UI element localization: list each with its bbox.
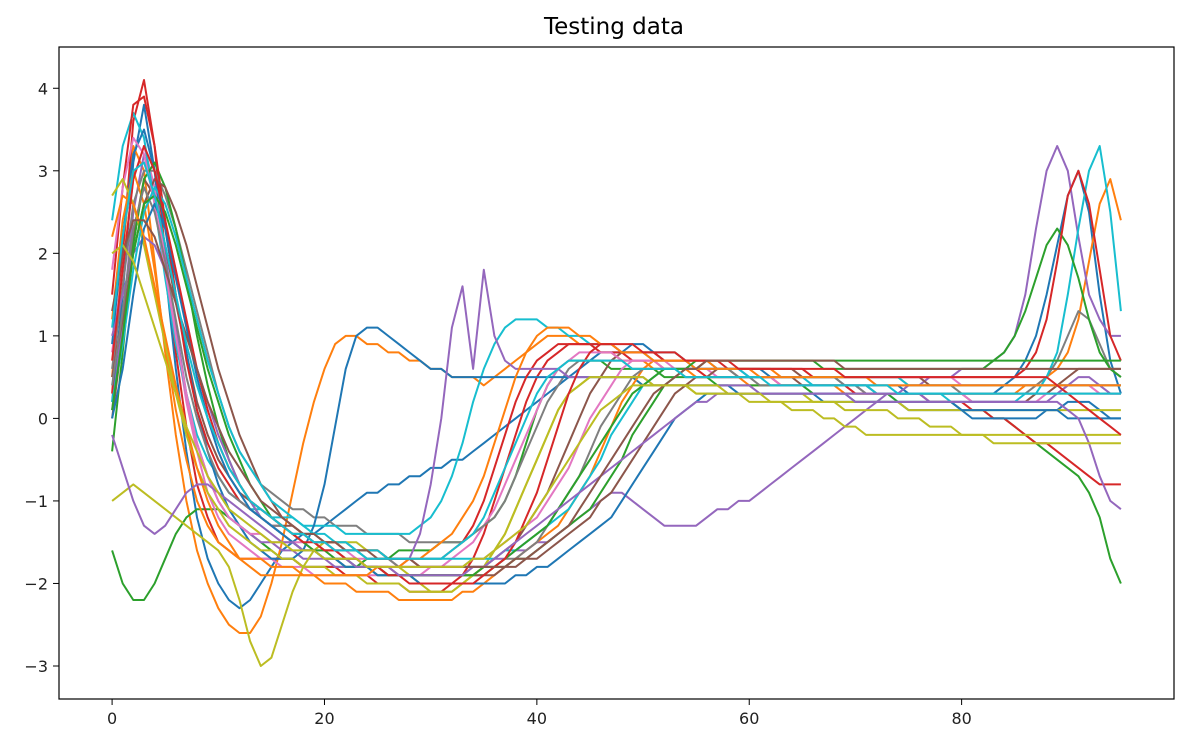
x-tick-label: 80 (951, 709, 971, 728)
x-axis: 0 20 40 60 80 (107, 699, 972, 728)
y-axis: −3 −2 −1 0 1 2 3 4 (24, 79, 59, 676)
series-line-25 (111, 392, 1122, 577)
y-tick-label: −2 (24, 574, 48, 593)
series-line-22 (111, 194, 1121, 577)
y-tick-label: −3 (24, 657, 48, 676)
series-lines (111, 79, 1122, 667)
x-tick-label: 20 (314, 709, 334, 728)
series-line-21 (111, 202, 1121, 585)
x-tick-label: 40 (527, 709, 547, 728)
series-line-28 (111, 161, 1121, 560)
y-tick-label: 2 (38, 244, 48, 263)
y-tick-label: 0 (38, 409, 48, 428)
y-tick-label: 1 (38, 327, 48, 346)
y-tick-label: 3 (38, 162, 48, 181)
series-line-5 (111, 145, 1121, 577)
x-tick-label: 60 (739, 709, 759, 728)
plot-frame (58, 46, 1175, 700)
plot-area (59, 47, 1174, 699)
chart-title: Testing data (543, 14, 684, 40)
series-line-27 (111, 244, 1121, 568)
series-line-18 (111, 186, 1121, 568)
x-tick-label: 0 (107, 709, 117, 728)
y-tick-label: 4 (38, 79, 48, 98)
series-line-26 (111, 219, 1121, 568)
series-line-19 (111, 178, 1121, 593)
y-tick-label: −1 (24, 492, 48, 511)
